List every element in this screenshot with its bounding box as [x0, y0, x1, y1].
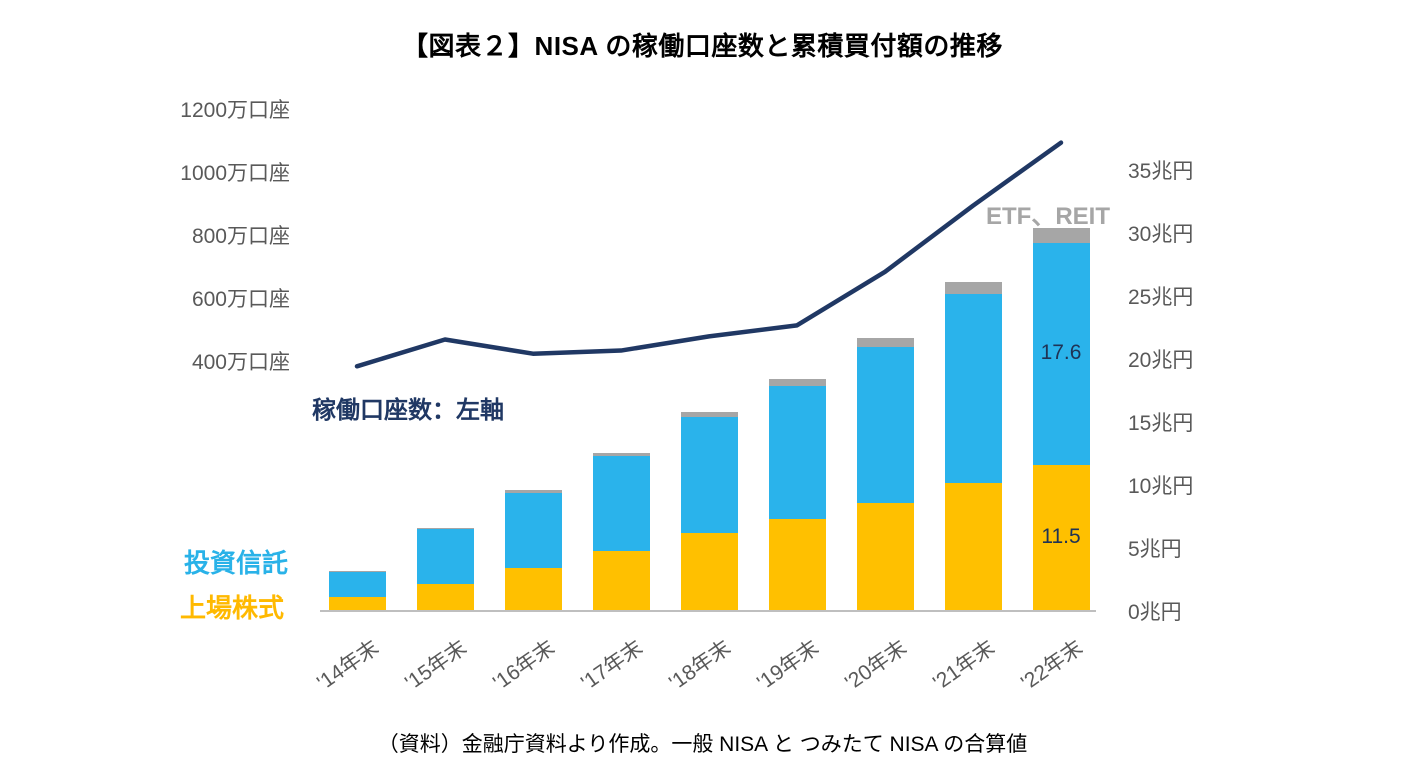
- right-axis-tick: 15兆円: [1128, 412, 1194, 435]
- bar-segment: [768, 385, 826, 520]
- bar-segment: [856, 346, 914, 503]
- bar-segment: [592, 456, 650, 551]
- bar-segment: [328, 597, 386, 610]
- bar-segment: [944, 282, 1002, 294]
- bar-segment: [856, 502, 914, 610]
- bar-segment: [592, 550, 650, 610]
- line-series-label: 稼働口座数：左軸: [312, 397, 504, 424]
- bar-segment: [416, 583, 474, 610]
- chart-title: 【図表２】NISA の稼働口座数と累積買付額の推移: [402, 31, 1003, 61]
- bar-segment: [1032, 465, 1090, 610]
- bar-segment: [768, 519, 826, 610]
- etf-reit-series-label: ETF、REIT: [986, 203, 1110, 230]
- bar-segment: [504, 490, 562, 493]
- left-axis-tick: 800万口座: [191, 225, 290, 248]
- right-axis-tick: 30兆円: [1128, 223, 1194, 246]
- x-axis-line: [320, 610, 1096, 612]
- right-axis-tick: 35兆円: [1128, 160, 1194, 183]
- bar-segment: [944, 293, 1002, 483]
- bar-segment: [328, 572, 386, 598]
- right-axis-tick: 25兆円: [1128, 286, 1194, 309]
- bar-segment: [856, 337, 914, 347]
- bar-segment: [944, 482, 1002, 610]
- bar-segment: [328, 570, 386, 573]
- left-axis-tick: 600万口座: [191, 288, 290, 311]
- bar-segment: [680, 533, 738, 610]
- bar-segment: [504, 568, 562, 610]
- bar-segment: [416, 529, 474, 584]
- left-axis-tick: 1200万口座: [180, 99, 290, 122]
- bar-segment: [416, 528, 474, 530]
- stock-series-label: 上場株式: [180, 593, 285, 623]
- left-axis-tick: 400万口座: [191, 351, 290, 374]
- right-axis-tick: 5兆円: [1128, 538, 1182, 561]
- source-note: （資料）金融庁資料より作成。一般 NISA と つみたて NISA の合算値: [377, 733, 1028, 756]
- bar-segment: [592, 452, 650, 457]
- bar-segment: [768, 379, 826, 386]
- right-axis-tick: 0兆円: [1128, 601, 1182, 624]
- bar-value-label: 17.6: [1040, 341, 1082, 365]
- bar-value-label: 11.5: [1041, 524, 1081, 548]
- right-axis-tick: 10兆円: [1128, 475, 1194, 498]
- left-axis-tick: 1000万口座: [180, 162, 290, 185]
- bar-segment: [504, 492, 562, 569]
- bar-segment: [680, 412, 738, 418]
- bar-segment: [680, 417, 738, 534]
- fund-series-label: 投資信託: [184, 548, 289, 578]
- right-axis-tick: 20兆円: [1128, 349, 1194, 372]
